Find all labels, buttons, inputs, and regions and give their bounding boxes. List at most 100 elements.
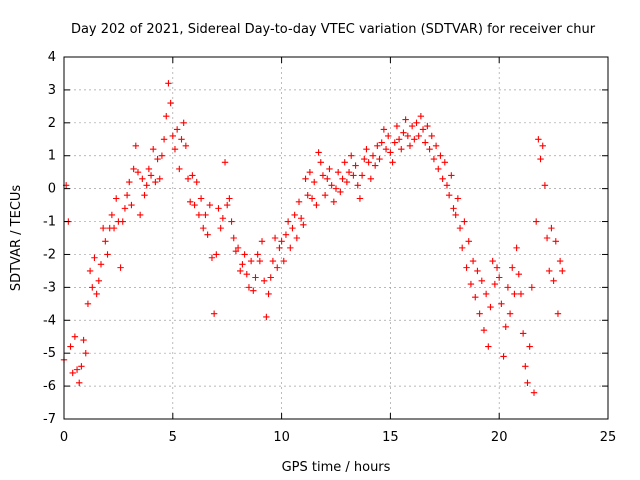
data-point-marker <box>345 168 353 176</box>
data-point-marker <box>73 366 81 373</box>
data-point-marker <box>469 257 477 265</box>
data-point-marker <box>369 152 377 159</box>
data-point-marker <box>180 119 187 127</box>
data-point-marker <box>441 159 448 166</box>
y-tick-label: -4 <box>43 313 56 328</box>
data-point-marker <box>241 251 248 258</box>
data-point-marker <box>123 192 131 199</box>
data-point-marker <box>297 215 305 222</box>
data-point-marker <box>208 254 216 261</box>
y-tick-label: -1 <box>43 215 56 230</box>
data-point-marker <box>271 234 279 242</box>
data-point-marker <box>69 369 76 377</box>
data-point-marker <box>330 198 338 205</box>
data-point-marker <box>247 257 255 265</box>
data-point-marker <box>110 224 118 232</box>
data-point-marker <box>306 168 314 176</box>
data-point-marker <box>295 198 303 205</box>
data-point-marker <box>91 254 98 261</box>
data-point-marker <box>300 221 307 229</box>
data-point-marker <box>402 116 409 123</box>
data-point-marker <box>519 330 527 337</box>
data-point-marker <box>424 122 431 130</box>
data-point-marker <box>354 182 361 189</box>
data-point-marker <box>413 119 420 127</box>
data-point-marker <box>385 132 392 140</box>
data-point-marker <box>250 287 257 294</box>
data-point-marker <box>139 175 146 182</box>
data-point-marker <box>237 267 244 275</box>
x-axis-label: GPS time / hours <box>282 460 391 475</box>
data-point-marker <box>167 99 174 107</box>
x-tick-label: 20 <box>491 430 508 445</box>
data-point-marker <box>356 195 364 202</box>
data-point-marker <box>419 126 427 133</box>
data-point-marker <box>389 159 396 166</box>
data-point-marker <box>141 192 148 199</box>
data-point-marker <box>269 257 277 265</box>
data-point-marker <box>526 343 533 350</box>
data-point-marker <box>289 224 296 232</box>
data-point-marker <box>145 165 153 173</box>
y-tick-label: -7 <box>43 412 56 427</box>
data-point-marker <box>432 142 440 150</box>
data-point-marker <box>134 168 142 176</box>
data-point-marker <box>461 218 468 225</box>
data-point-marker <box>530 389 538 396</box>
data-point-marker <box>552 238 559 245</box>
x-tick-label: 15 <box>382 430 399 445</box>
data-point-marker <box>200 224 207 232</box>
data-point-marker <box>352 162 359 169</box>
plot-frame <box>63 56 609 420</box>
data-point-marker <box>276 244 283 252</box>
data-point-marker <box>258 238 266 245</box>
data-point-marker <box>328 182 335 189</box>
data-point-marker <box>245 284 253 291</box>
data-point-marker <box>121 205 129 212</box>
x-tick-label: 10 <box>273 430 290 445</box>
x-tick-label: 0 <box>60 430 68 445</box>
data-point-marker <box>193 178 200 186</box>
data-point-marker <box>513 244 520 252</box>
data-point-marker <box>165 80 172 87</box>
data-point-marker <box>358 172 366 179</box>
data-point-marker <box>404 132 412 140</box>
data-point-marker <box>82 349 89 357</box>
data-point-marker <box>254 251 261 258</box>
data-point-marker <box>417 113 425 120</box>
y-tick-label: -5 <box>43 346 56 361</box>
data-point-marker <box>367 175 375 182</box>
y-tick-label: -6 <box>43 379 56 394</box>
data-point-marker <box>315 149 322 156</box>
data-point-marker <box>176 165 183 173</box>
data-point-marker <box>339 175 346 182</box>
data-point-marker <box>395 136 403 143</box>
data-point-marker <box>80 336 87 344</box>
data-point-marker <box>213 251 220 258</box>
data-point-marker <box>334 168 342 176</box>
data-point-marker <box>506 310 514 317</box>
data-point-marker <box>108 211 116 219</box>
data-point-marker <box>187 198 194 205</box>
axis-ticks: 0 5 10 15 20 25 -7 -6 -5 -4 -3 -2 -1 0 1 2 3 4 <box>43 50 616 445</box>
data-point-marker <box>371 162 379 169</box>
data-point-marker <box>365 159 372 166</box>
data-point-marker <box>158 152 166 159</box>
data-point-marker <box>67 343 74 350</box>
data-point-marker <box>284 218 292 225</box>
data-point-marker <box>454 195 462 202</box>
grid-lines <box>64 57 608 419</box>
data-point-marker <box>422 139 429 146</box>
data-point-marker <box>234 244 242 252</box>
data-point-marker <box>202 211 209 219</box>
data-point-marker <box>343 178 351 186</box>
data-point-marker <box>463 264 470 271</box>
data-point-marker <box>541 182 549 189</box>
data-point-marker <box>287 244 294 252</box>
data-point-marker <box>380 126 388 133</box>
data-point-marker <box>522 363 529 370</box>
data-point-marker <box>459 244 466 252</box>
data-point-marker <box>278 238 285 245</box>
data-point-marker <box>400 129 407 136</box>
data-point-marker <box>535 136 542 143</box>
